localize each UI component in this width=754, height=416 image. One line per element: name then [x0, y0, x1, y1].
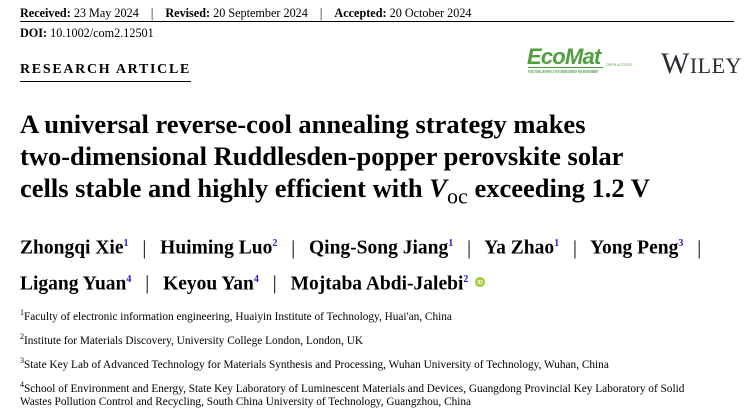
svg-text:iD: iD — [478, 280, 484, 286]
